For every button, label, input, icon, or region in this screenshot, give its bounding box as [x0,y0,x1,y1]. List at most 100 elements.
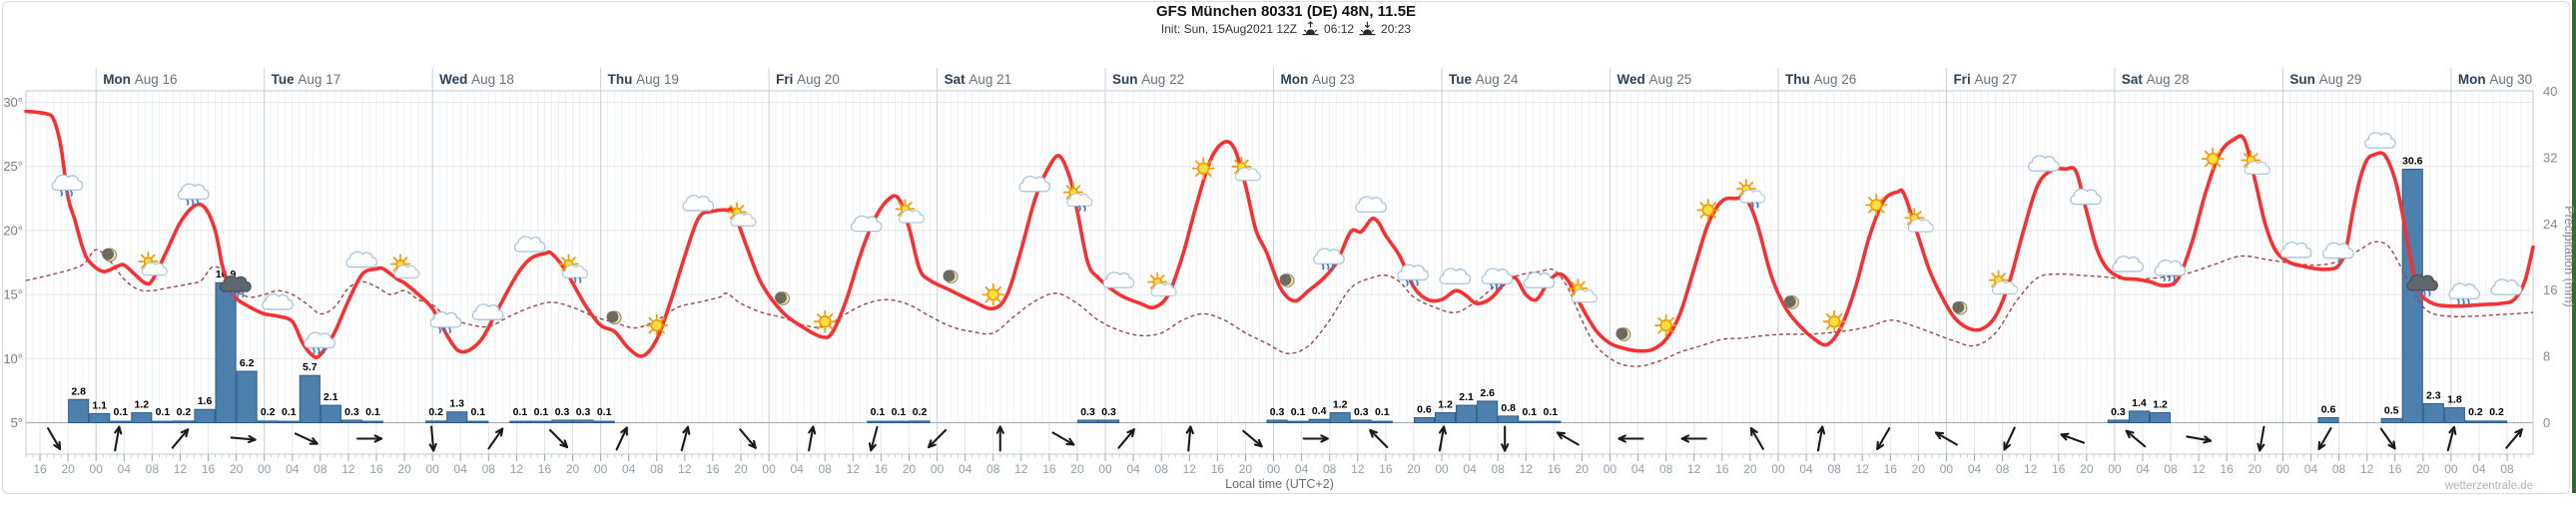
svg-text:00: 00 [762,462,776,476]
svg-text:16: 16 [2388,462,2402,476]
precip-bar-label: 1.2 [1438,399,1453,411]
wind-arrow [808,425,817,452]
precip-bar [909,420,931,423]
wind-arrow [2446,425,2457,452]
moon-icon [1783,295,1799,309]
svg-text:20: 20 [566,462,580,476]
svg-text:20: 20 [1743,462,1757,476]
precip-bar-label: 0.1 [365,406,380,418]
svg-text:04: 04 [1631,462,1645,476]
svg-text:00: 00 [1435,462,1449,476]
day-header: Thu Aug 26 [1785,72,1856,87]
svg-text:00: 00 [931,462,945,476]
svg-text:24: 24 [2543,217,2557,232]
sun-cloud-icon [895,199,925,224]
precip-bar-label: 0.3 [1270,406,1285,418]
precip-bar-label: 2.8 [71,385,86,397]
wind-arrow [1816,425,1826,452]
precip-bar-label: 0.4 [1312,405,1327,417]
day-boundaries [95,68,2452,454]
wind-arrow [487,427,504,450]
precip-bar [2464,420,2486,423]
svg-text:16: 16 [2052,462,2066,476]
svg-text:08: 08 [1491,462,1505,476]
precip-bar [194,408,216,424]
sun-icon [1696,199,1720,222]
svg-text:15°: 15° [3,287,23,302]
precip-bar-label: 0.1 [871,406,886,418]
svg-text:12: 12 [1014,462,1028,476]
precip-bar [2128,410,2151,424]
svg-text:16: 16 [2221,462,2235,476]
svg-text:08: 08 [1323,462,1337,476]
wind-arrow [1556,431,1580,446]
wind-arrow [230,434,257,444]
sun-cloud-icon [2241,150,2270,175]
wind-arrow [2256,425,2265,452]
sun-icon [645,313,669,337]
precip-bar-label: 30.6 [2402,156,2423,168]
precip-bar [572,419,594,424]
precip-bar [888,420,910,424]
sun-icon [2201,147,2225,171]
day-header: Tue Aug 24 [1449,72,1519,87]
precip-bar-label: 0.3 [2111,406,2126,418]
wind-arrow [171,428,190,449]
svg-text:04: 04 [959,462,972,476]
svg-text:20: 20 [1576,462,1590,476]
cloud-icon [471,303,504,320]
svg-text:08: 08 [1996,462,2010,476]
precip-bar [361,420,384,424]
svg-text:20: 20 [1912,462,1926,476]
precip-bar-label: 1.2 [135,399,150,411]
precip-bar-label: 0.1 [282,406,297,418]
precip-bar-label: 6.2 [240,357,255,369]
cloud-icon [2028,155,2060,172]
wind-arrow [1501,425,1510,452]
precip-bar [1456,404,1478,424]
precip-bar-label: 1.2 [1333,399,1348,411]
cloud-icon [1439,267,1472,284]
precip-bar [215,281,237,424]
day-header: Sun Aug 22 [1112,72,1184,87]
moon-icon [775,291,790,305]
svg-text:40: 40 [2543,84,2557,99]
precip-bar-label: 0.5 [2384,404,2399,416]
precip-bar [173,420,195,423]
svg-text:16: 16 [33,462,47,476]
svg-text:00: 00 [1604,462,1617,476]
precip-bar [1076,419,1099,424]
cloud-icon [1018,175,1050,193]
cloud-icon [2490,278,2523,295]
svg-text:00: 00 [594,462,608,476]
time-axis: 16 20 00 04 08 12 16 20 00 04 08 12 16 20 00 04 08 12 16 20… [25,454,2533,492]
day-header: Tue Aug 17 [272,72,341,87]
svg-text:16: 16 [1548,462,1562,476]
precip-bar [1519,420,1541,424]
svg-text:12: 12 [2360,462,2374,476]
precip-bar-label: 0.3 [1080,406,1095,418]
svg-text:20: 20 [2249,462,2262,476]
wind-arrow [995,425,1004,452]
precip-bar-label: 1.3 [449,398,464,410]
precip-bar [2443,407,2465,423]
precip-bar [1371,420,1393,424]
svg-text:20: 20 [1070,462,1084,476]
precip-bar [1498,415,1520,423]
precip-bar-label: 0.1 [534,406,549,418]
sun-cloud-icon [727,202,757,227]
svg-text:08: 08 [2332,462,2346,476]
precip-bar [236,370,258,424]
cloud-icon [1523,271,1556,288]
precip-bar-label: 0.2 [177,406,192,418]
precip-bar-label: 0.6 [2321,404,2336,416]
svg-text:00: 00 [1940,462,1954,476]
precip-bar [2485,420,2508,423]
precip-bar [2422,402,2444,424]
day-header: Sat Aug 28 [2122,72,2190,87]
wind-arrow [1185,425,1194,452]
day-header: Fri Aug 27 [1953,72,2017,87]
precip-bar [1329,412,1351,424]
svg-text:20: 20 [230,462,244,476]
day-header: Wed Aug 25 [1616,72,1691,87]
